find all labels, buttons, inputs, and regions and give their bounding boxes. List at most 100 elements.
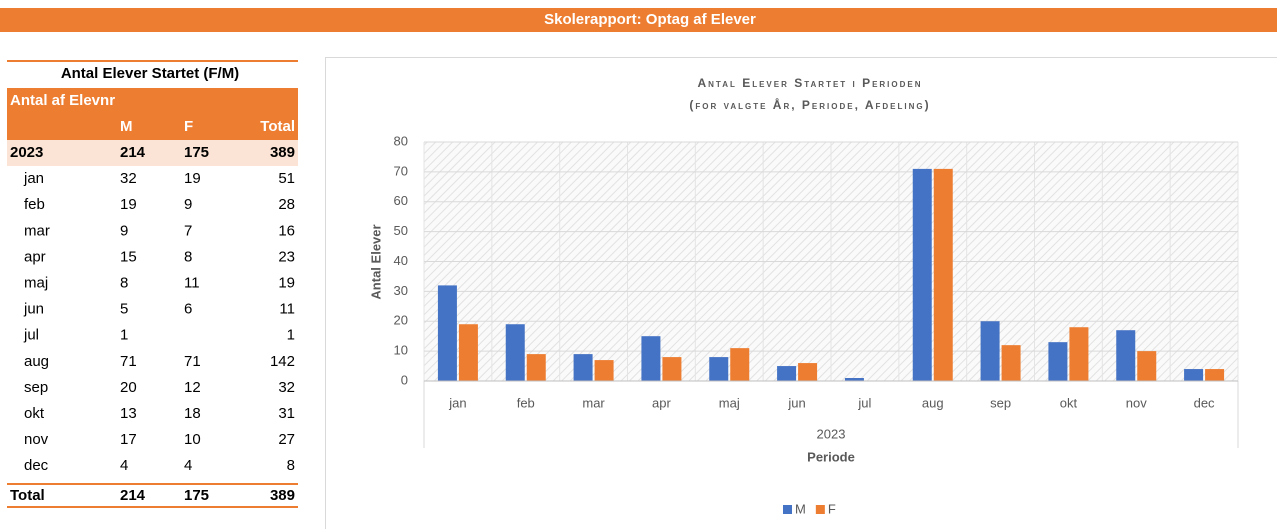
bar [437, 285, 457, 381]
bar [1137, 351, 1157, 381]
cell: 71 [184, 353, 201, 370]
legend-label: F [828, 501, 836, 516]
cell: 5 [120, 301, 128, 318]
title-bar [0, 8, 1277, 32]
x-tick-label: mar [582, 395, 605, 410]
row-label: jan [23, 170, 44, 187]
chart-subtitle: (for valgte År, Periode, Afdeling) [689, 97, 930, 112]
bar [709, 357, 729, 381]
cell: 1 [120, 327, 128, 344]
row-label: mar [24, 222, 50, 239]
bar [1116, 330, 1136, 381]
cell: 16 [278, 222, 295, 239]
cell: 19 [120, 196, 137, 213]
y-tick-label: 80 [394, 133, 408, 148]
field-label: Antal af Elevnr [10, 92, 115, 109]
cell: 31 [278, 405, 295, 422]
cell: 27 [278, 431, 295, 448]
x-tick-label: jun [787, 395, 805, 410]
total-cell: 214 [120, 487, 146, 504]
row-label: apr [24, 248, 46, 265]
row-label: okt [24, 405, 45, 422]
cell: 19 [184, 170, 201, 187]
bar [1184, 369, 1204, 381]
cell: 8 [120, 274, 128, 291]
bar [641, 336, 661, 381]
column-header: M [120, 118, 133, 135]
x-tick-label: feb [517, 395, 535, 410]
bar [662, 357, 682, 381]
cell: 11 [279, 301, 295, 318]
page-title: Skolerapport: Optag af Elever [544, 11, 756, 28]
chart-title: Antal Elever Startet i Perioden [697, 76, 922, 90]
bar [912, 168, 932, 381]
cell: 9 [120, 222, 128, 239]
bar [798, 363, 818, 381]
x-tick-label: aug [922, 395, 944, 410]
y-tick-label: 0 [401, 372, 408, 387]
cell: 4 [184, 457, 192, 474]
bar [573, 354, 593, 381]
bar [980, 321, 1000, 381]
cell: 32 [120, 170, 137, 187]
x-axis-label: Periode [807, 449, 855, 464]
row-label: jun [23, 301, 44, 318]
bar [594, 360, 614, 381]
bar [1001, 345, 1021, 381]
legend-swatch [815, 505, 825, 514]
bar [526, 354, 546, 381]
x-tick-label: sep [990, 395, 1011, 410]
cell: 19 [278, 274, 295, 291]
x-tick-label: apr [652, 395, 671, 410]
cell: 389 [270, 144, 295, 161]
y-axis-label: Antal Elever [368, 224, 383, 299]
row-label: nov [24, 431, 49, 448]
y-tick-label: 30 [394, 283, 408, 298]
row-label: 2023 [10, 144, 43, 161]
cell: 51 [278, 170, 295, 187]
cell: 7 [184, 222, 192, 239]
cell: 142 [270, 353, 295, 370]
total-cell: Total [10, 487, 45, 504]
y-tick-label: 40 [394, 253, 408, 268]
cell: 15 [120, 248, 137, 265]
bar [458, 324, 478, 381]
cell: 175 [184, 144, 209, 161]
y-tick-label: 20 [394, 313, 408, 328]
cell: 11 [184, 274, 200, 291]
x-tick-label: okt [1060, 395, 1078, 410]
cell: 9 [184, 196, 192, 213]
x-tick-label: dec [1194, 395, 1215, 410]
bar [933, 168, 953, 381]
y-tick-label: 70 [394, 163, 408, 178]
row-label: dec [24, 457, 49, 474]
cell: 28 [278, 196, 295, 213]
row-label: aug [24, 353, 49, 370]
x-tick-label: maj [719, 395, 740, 410]
cell: 10 [184, 431, 201, 448]
bar [730, 348, 750, 381]
row-label: sep [24, 379, 48, 396]
bar [1069, 327, 1089, 381]
year-row [7, 140, 298, 166]
cell: 1 [287, 327, 295, 344]
cell: 8 [184, 248, 192, 265]
cell: 32 [278, 379, 295, 396]
cell: 23 [278, 248, 295, 265]
cell: 71 [120, 353, 137, 370]
total-cell: 389 [270, 487, 295, 504]
row-label: jul [23, 327, 39, 344]
column-header: Total [260, 118, 295, 135]
bar [844, 378, 864, 381]
x-tick-label: jan [448, 395, 466, 410]
cell: 17 [120, 431, 137, 448]
table-title: Antal Elever Startet (F/M) [61, 65, 239, 82]
bar [505, 324, 525, 381]
y-tick-label: 10 [394, 343, 408, 358]
row-label: maj [24, 274, 48, 291]
row-label: feb [24, 196, 45, 213]
total-cell: 175 [184, 487, 209, 504]
column-header: F [184, 118, 193, 135]
